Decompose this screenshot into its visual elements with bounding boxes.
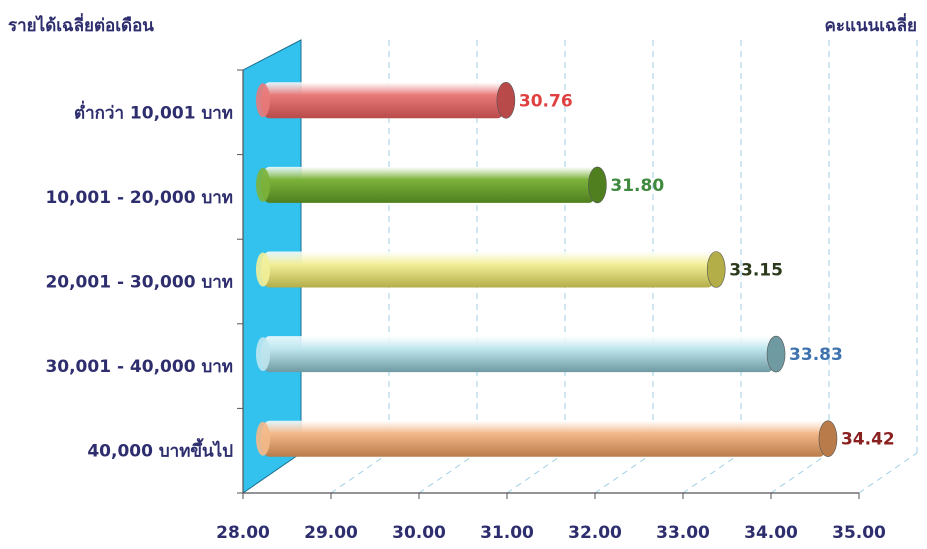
floor-gridline <box>858 452 918 494</box>
value-label: 33.15 <box>729 261 783 281</box>
bar <box>261 251 717 288</box>
value-label: 30.76 <box>519 91 573 111</box>
x-tick-label: 33.00 <box>656 523 710 543</box>
bar-end-cap <box>588 166 607 204</box>
x-tick-label: 29.00 <box>304 523 358 543</box>
label-layer: 28.00 29.00 30.00 31.00 32.00 33.00 34.00 35.00… <box>45 91 894 543</box>
x-tick-label: 28.00 <box>216 523 270 543</box>
bar <box>261 82 506 119</box>
category-label: 40,000 บาทขึ้นไป <box>87 438 233 462</box>
floor-gridline <box>330 452 390 494</box>
bar-start-cap <box>256 337 270 372</box>
bar-start-cap <box>256 421 270 456</box>
bar-layer <box>256 82 838 458</box>
floor-gridline <box>594 452 654 494</box>
value-axis-title: คะแนนเฉลี่ย <box>824 16 917 36</box>
value-label: 31.80 <box>610 176 664 196</box>
category-label: 10,001 - 20,000 บาท <box>45 188 233 208</box>
category-label: 30,001 - 40,000 บาท <box>45 357 233 377</box>
bar-end-cap <box>496 82 516 119</box>
bar-start-cap <box>256 167 270 202</box>
bar <box>261 336 777 373</box>
bar <box>261 166 598 203</box>
bar-end-cap <box>706 251 726 288</box>
floor-gridline <box>770 452 830 494</box>
bar <box>261 420 828 457</box>
x-tick-label: 30.00 <box>392 523 446 543</box>
x-tick-label: 35.00 <box>832 523 886 543</box>
axis-layer <box>237 69 860 499</box>
floor-gridline <box>506 452 566 494</box>
x-tick-label: 34.00 <box>744 523 798 543</box>
category-label: 20,001 - 30,000 บาท <box>45 273 233 293</box>
x-tick-label: 32.00 <box>568 523 622 543</box>
category-axis-title: รายได้เฉลี่ยต่อเดือน <box>8 16 154 36</box>
bar-start-cap <box>256 83 270 118</box>
bar-end-cap <box>766 335 786 373</box>
floor-gridline <box>682 452 742 494</box>
floor-gridline <box>418 452 478 494</box>
category-label: ต่ำกว่า 10,001 บาท <box>74 100 233 123</box>
bar-start-cap <box>256 252 270 287</box>
x-tick-label: 31.00 <box>480 523 534 543</box>
value-label: 33.83 <box>789 345 843 365</box>
value-label: 34.42 <box>841 430 895 450</box>
bar-end-cap <box>818 420 838 458</box>
